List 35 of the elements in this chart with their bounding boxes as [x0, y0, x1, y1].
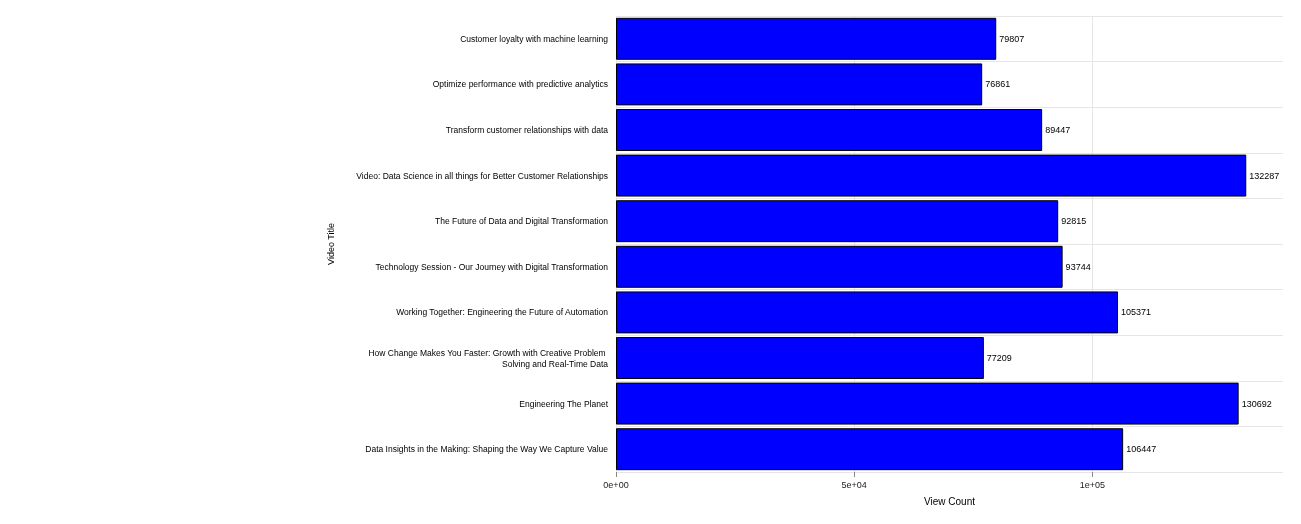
data-label: 106447: [1126, 444, 1157, 455]
x-tick-label: 5e+04: [841, 479, 867, 490]
y-tick-label: Engineering The Planet: [519, 398, 609, 409]
data-label: 77209: [986, 353, 1012, 363]
data-label: 92815: [1061, 216, 1087, 227]
y-tick-label: Transform customer relationships with data: [445, 125, 609, 135]
y-tick-label: Optimize performance with predictive analytics: [432, 79, 608, 90]
y-tick-label: Video: Data Science in all things for Better Customer Relationships: [356, 170, 608, 181]
data-label: 79807: [999, 33, 1025, 44]
bar: [616, 291, 1119, 334]
bar: [616, 200, 1059, 243]
bar: [616, 17, 997, 60]
y-tick-label: Data Insights in the Making: Shaping the Way We Capture Value: [365, 444, 609, 455]
y-tick-label: The Future of Data and Digital Transformation: [435, 216, 609, 227]
x-axis-title: View Count: [924, 495, 976, 507]
bar: [616, 428, 1124, 471]
bar: [616, 109, 1043, 151]
bar: [616, 154, 1247, 197]
y-tick-label: Working Together: Engineering the Future of Automation: [396, 307, 609, 318]
y-axis-title: Video Title: [325, 223, 336, 265]
bar: [616, 245, 1063, 288]
x-tick-label: 0e+00: [603, 479, 629, 490]
bar: [616, 337, 984, 379]
data-label: 93744: [1065, 261, 1091, 272]
bar: [616, 382, 1239, 425]
data-label: 105371: [1121, 307, 1152, 318]
y-tick-label: How Change Makes You Faster: Growth with Creative Problem Solving and Real-Time Data: [368, 347, 609, 369]
data-label: 89447: [1045, 125, 1071, 135]
data-label: 76861: [985, 79, 1011, 90]
data-label: 130692: [1241, 398, 1272, 409]
y-tick-label: Customer loyalty with machine learning: [460, 33, 609, 44]
y-tick-label: Technology Session - Our Journey with Digital Transformation: [375, 261, 609, 272]
x-tick-label: 1e+05: [1079, 479, 1106, 490]
data-label: 132287: [1249, 170, 1280, 181]
bar: [616, 63, 983, 106]
